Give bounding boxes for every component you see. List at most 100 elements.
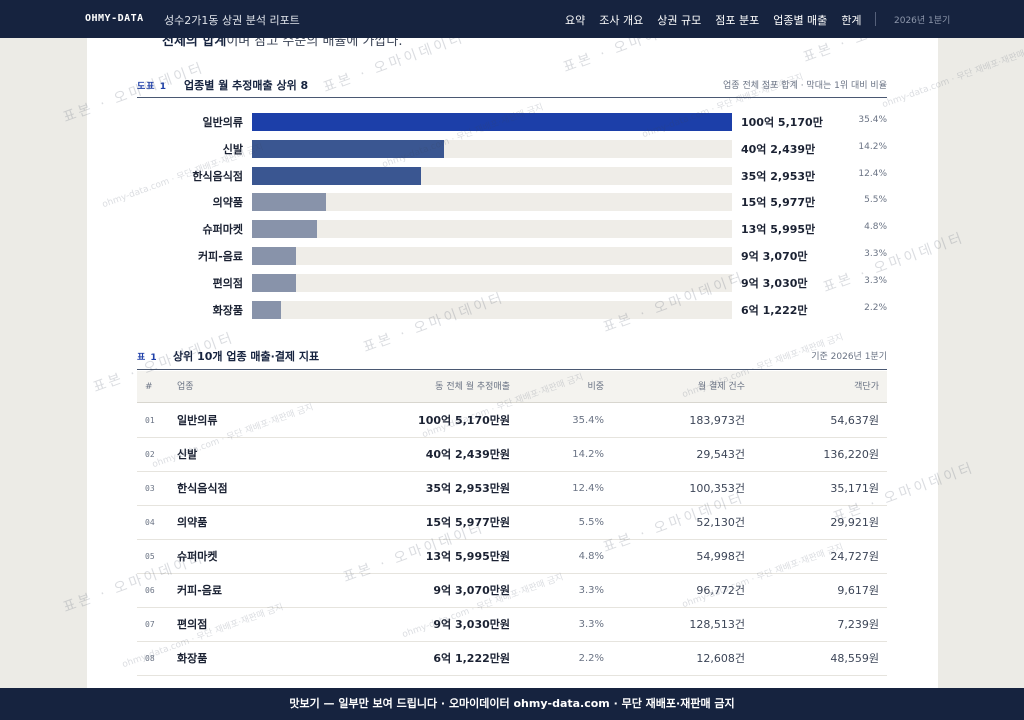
row-count: 100,353건 [689, 482, 745, 495]
nav-item-overview[interactable]: 조사 개요 [599, 14, 644, 27]
bar-track [252, 300, 732, 319]
row-sales: 9억 3,070만원 [433, 584, 510, 597]
bar-share-label: 2.2% [864, 302, 887, 313]
row-sales: 40억 2,439만원 [425, 448, 510, 461]
row-sector: 일반의류 [177, 414, 218, 427]
row-sales: 35억 2,953만원 [425, 482, 510, 495]
row-rank: 01 [145, 416, 155, 425]
top-nav: 요약 조사 개요 상권 규모 점포 분포 업종별 매출 한계 [565, 12, 862, 28]
figure-tag: 도표 1 [137, 82, 167, 92]
row-avg-price: 29,921원 [830, 516, 879, 529]
row-sector: 슈퍼마켓 [177, 550, 218, 563]
bar-value-label: 100억 5,170만 [741, 116, 823, 129]
brand-logo[interactable]: OHMY-DATA [85, 13, 144, 24]
bar [252, 300, 282, 319]
bar-category-label: 커피-음료 [197, 250, 243, 263]
table-row[interactable]: 05 슈퍼마켓 13억 5,995만원 4.8% 54,998건 24,727원 [137, 540, 887, 574]
nav-item-store-distribution[interactable]: 점포 분포 [715, 14, 760, 27]
row-sales: 13억 5,995만원 [425, 550, 510, 563]
lead-rest: 이며 참고 수준의 배율에 가깝다. [226, 38, 403, 49]
bar-row: 일반의류 100억 5,170만 35.4% [137, 113, 887, 131]
bar [252, 193, 327, 212]
col-count: 월 결제 건수 [697, 382, 745, 392]
bar-value-label: 9억 3,030만 [741, 276, 808, 290]
bar-value-label: 15억 5,977만 [741, 196, 816, 210]
nav-item-sales-by-sector[interactable]: 업종별 매출 [773, 14, 828, 27]
bar [252, 220, 317, 239]
nav-item-summary[interactable]: 요약 [565, 14, 586, 27]
nav-item-limitations[interactable]: 한계 [841, 14, 862, 27]
col-share: 비중 [587, 382, 604, 392]
bar-row: 커피-음료 9억 3,070만 3.3% [137, 247, 887, 265]
col-sales: 동 전체 월 추정매출 [435, 382, 510, 392]
table-row[interactable]: 04 의약품 15억 5,977만원 5.5% 52,130건 29,921원 [137, 506, 887, 540]
row-avg-price: 54,637원 [830, 414, 879, 427]
bar-category-label: 의약품 [212, 196, 243, 210]
row-rank: 05 [145, 552, 155, 561]
row-share: 3.3% [578, 585, 604, 596]
row-rank: 02 [145, 450, 155, 459]
bar-track [252, 247, 732, 265]
col-rank: # [145, 382, 153, 392]
row-sector: 신발 [177, 448, 198, 461]
bar-track [252, 273, 732, 292]
row-share: 4.8% [578, 551, 604, 562]
bar-value-label: 40억 2,439만 [741, 142, 816, 156]
row-rank: 04 [145, 518, 155, 527]
bar [252, 139, 445, 158]
bar-category-label: 편의점 [212, 276, 243, 290]
row-count: 54,998건 [696, 550, 745, 563]
bar-value-label: 6억 1,222만 [741, 303, 808, 317]
bar-share-label: 4.8% [864, 222, 887, 233]
table-title: 상위 10개 업종 매출·결제 지표 [173, 350, 320, 363]
lead-bold: 전체의 합계 [162, 38, 227, 49]
bar-category-label: 한식음식점 [192, 169, 243, 183]
bar [252, 273, 297, 292]
bar-track [252, 220, 732, 239]
row-avg-price: 24,727원 [830, 550, 879, 563]
bar-track [252, 139, 732, 158]
bar-track [252, 113, 732, 131]
row-sales: 9억 3,030만원 [433, 618, 510, 631]
row-share: 12.4% [572, 483, 604, 494]
row-count: 128,513건 [689, 618, 745, 631]
row-sales: 15억 5,977만원 [425, 516, 510, 529]
nav-item-market-size[interactable]: 상권 규모 [657, 14, 702, 27]
row-sales: 6억 1,222만원 [433, 652, 510, 665]
table-row[interactable]: 06 커피-음료 9억 3,070만원 3.3% 96,772건 9,617원 [137, 574, 887, 608]
bar-category-label: 화장품 [212, 303, 243, 317]
bar-share-label: 3.3% [864, 275, 887, 286]
bar-track [252, 193, 732, 212]
row-avg-price: 35,171원 [830, 482, 879, 495]
row-sales: 100억 5,170만원 [418, 414, 510, 427]
bar [252, 113, 732, 131]
row-share: 3.3% [578, 619, 604, 630]
bar-share-label: 14.2% [858, 141, 887, 152]
table-row[interactable]: 03 한식음식점 35억 2,953만원 12.4% 100,353건 35,171원 [137, 472, 887, 506]
bar [252, 166, 421, 185]
bar-track [252, 166, 732, 185]
report-page: 전체의 합계이며 참고 수준의 배율에 가깝다. 도표 1 업종별 월 추정매출… [87, 38, 938, 688]
table-note: 기준 2026년 1분기 [811, 352, 887, 362]
bar-value-label: 9억 3,070만 [741, 250, 808, 263]
table-row[interactable]: 02 신발 40억 2,439만원 14.2% 29,543건 136,220원 [137, 438, 887, 472]
row-avg-price: 48,559원 [830, 652, 879, 665]
table-column-headers: # 업종 동 전체 월 추정매출 비중 월 결제 건수 객단가 [137, 371, 887, 403]
figure-header: 도표 1 업종별 월 추정매출 상위 8 업종 전체 점포 합계 · 막대는 1… [137, 76, 887, 98]
table-row[interactable]: 01 일반의류 100억 5,170만원 35.4% 183,973건 54,637원 [137, 404, 887, 438]
bar-share-label: 3.3% [864, 249, 887, 259]
row-sector: 의약품 [177, 516, 208, 529]
bar-value-label: 13억 5,995만 [741, 223, 816, 237]
bar-share-label: 5.5% [864, 195, 887, 206]
bar-row: 신발 40억 2,439만 14.2% [137, 139, 887, 158]
row-sector: 화장품 [177, 652, 208, 665]
bar-category-label: 일반의류 [202, 116, 243, 129]
row-avg-price: 9,617원 [837, 584, 879, 597]
row-count: 12,608건 [696, 652, 745, 665]
table-row[interactable]: 07 편의점 9억 3,030만원 3.3% 128,513건 7,239원 [137, 608, 887, 642]
row-avg-price: 7,239원 [837, 618, 879, 631]
row-sector: 한식음식점 [177, 482, 228, 495]
row-count: 96,772건 [696, 584, 745, 597]
row-rank: 07 [145, 620, 155, 629]
table-row[interactable]: 08 화장품 6억 1,222만원 2.2% 12,608건 48,559원 [137, 642, 887, 676]
